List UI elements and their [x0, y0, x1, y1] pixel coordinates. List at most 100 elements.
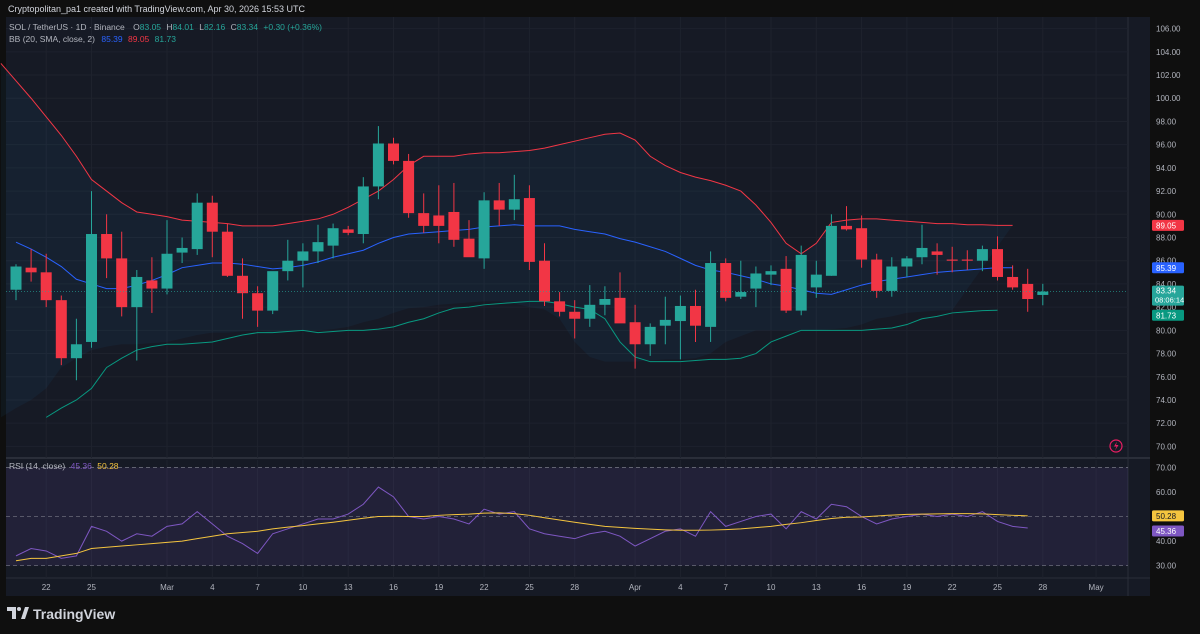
- tradingview-logo-text: TradingView: [33, 606, 115, 622]
- candle[interactable]: [629, 304, 641, 369]
- ohlc-o-value: 83.05: [140, 22, 162, 32]
- tradingview-logo[interactable]: TradingView: [7, 606, 115, 622]
- candle[interactable]: [1007, 265, 1019, 290]
- candle[interactable]: [206, 195, 218, 258]
- candle[interactable]: [750, 266, 762, 308]
- candle[interactable]: [614, 272, 626, 324]
- candle[interactable]: [690, 289, 701, 342]
- price-tick-label: 84.00: [1156, 280, 1177, 289]
- candle[interactable]: [946, 246, 958, 273]
- candle[interactable]: [297, 243, 309, 288]
- candle[interactable]: [569, 300, 581, 339]
- candle[interactable]: [357, 177, 369, 244]
- candle[interactable]: [599, 286, 611, 316]
- candle[interactable]: [705, 251, 717, 342]
- rsi-tick-label: 60.00: [1156, 488, 1177, 497]
- candle-body: [659, 319, 671, 326]
- price-axis[interactable]: 70.00 72.00 74.00 76.00 78.00 80.00 82.00 84.00…: [1156, 25, 1181, 452]
- candle[interactable]: [191, 193, 203, 255]
- chart-frame: [6, 17, 1150, 596]
- candle[interactable]: [478, 192, 490, 269]
- symbol-legend[interactable]: SOL / TetherUS · 1D · Binance O83.05 H84…: [9, 22, 322, 44]
- candle[interactable]: [176, 237, 188, 264]
- candle[interactable]: [735, 260, 747, 300]
- candle[interactable]: [267, 271, 279, 315]
- candle[interactable]: [282, 239, 294, 281]
- candle-body: [282, 260, 294, 272]
- candle[interactable]: [901, 256, 913, 277]
- ohlc-l-value: 82.16: [204, 22, 226, 32]
- candle[interactable]: [523, 185, 535, 270]
- candle[interactable]: [221, 223, 233, 277]
- candle[interactable]: [720, 258, 732, 302]
- price-tick-label: 86.00: [1156, 257, 1177, 266]
- candle[interactable]: [10, 264, 22, 301]
- price-tick-label: 90.00: [1156, 210, 1177, 219]
- candle[interactable]: [342, 225, 354, 236]
- candle[interactable]: [55, 295, 67, 366]
- candle[interactable]: [312, 224, 324, 264]
- candle[interactable]: [976, 245, 988, 272]
- candle[interactable]: [25, 249, 37, 282]
- candle[interactable]: [765, 265, 777, 286]
- candle[interactable]: [841, 206, 852, 231]
- candle[interactable]: [146, 257, 158, 313]
- candle[interactable]: [448, 182, 460, 247]
- candle[interactable]: [433, 185, 445, 244]
- candle-body: [25, 267, 37, 273]
- candle[interactable]: [508, 174, 520, 221]
- candle[interactable]: [931, 243, 943, 275]
- candle-body: [101, 234, 113, 259]
- candle[interactable]: [795, 245, 807, 316]
- rsi-legend[interactable]: RSI (14, close) 45.36 50.28: [9, 461, 119, 471]
- candle[interactable]: [463, 220, 475, 258]
- price-tick-label: 82.00: [1156, 303, 1177, 312]
- candle[interactable]: [856, 215, 868, 268]
- candle[interactable]: [237, 258, 248, 319]
- candlestick-series[interactable]: [6, 126, 1128, 381]
- lightning-icon[interactable]: [1109, 439, 1123, 453]
- time-axis[interactable]: 22 25 Mar 4 7 10 13 16 19 22 25 28 Apr 4 7 10 13 16 19 22 25…: [42, 583, 1104, 592]
- candle[interactable]: [388, 137, 399, 165]
- candle[interactable]: [584, 285, 596, 327]
- symbol-title[interactable]: SOL / TetherUS · 1D · Binance: [9, 22, 125, 32]
- candle-body: [237, 275, 248, 294]
- candle[interactable]: [252, 286, 264, 327]
- candle[interactable]: [70, 318, 82, 381]
- candle[interactable]: [403, 153, 415, 218]
- badge-price-bg: [1152, 285, 1184, 306]
- candle[interactable]: [116, 231, 128, 317]
- candle[interactable]: [780, 256, 792, 313]
- bb-indicator-label[interactable]: BB (20, SMA, close, 2): [9, 34, 95, 44]
- candle[interactable]: [674, 295, 686, 360]
- badge-bb-basis-bg: [1152, 262, 1184, 274]
- candle[interactable]: [916, 224, 928, 265]
- candle[interactable]: [644, 323, 656, 356]
- candle[interactable]: [1022, 268, 1034, 312]
- candle[interactable]: [554, 292, 566, 317]
- time-tick-label: 4: [210, 583, 215, 592]
- candle[interactable]: [539, 243, 550, 306]
- candle[interactable]: [131, 269, 143, 361]
- candle[interactable]: [1037, 283, 1049, 306]
- candle[interactable]: [992, 236, 1003, 281]
- candle[interactable]: [161, 220, 173, 295]
- candle[interactable]: [886, 257, 898, 297]
- candle[interactable]: [86, 191, 97, 348]
- candle[interactable]: [961, 250, 973, 270]
- candle[interactable]: [327, 223, 339, 259]
- candle[interactable]: [871, 253, 883, 298]
- candle[interactable]: [825, 214, 837, 276]
- candle[interactable]: [659, 296, 671, 345]
- candle-body: [825, 225, 837, 276]
- candle[interactable]: [372, 126, 384, 200]
- candle[interactable]: [40, 253, 52, 308]
- candle-body: [569, 311, 581, 319]
- time-tick-label: 13: [812, 583, 821, 592]
- candle[interactable]: [101, 214, 113, 279]
- candle[interactable]: [418, 193, 430, 233]
- candle[interactable]: [493, 182, 505, 226]
- candle-body: [252, 293, 264, 311]
